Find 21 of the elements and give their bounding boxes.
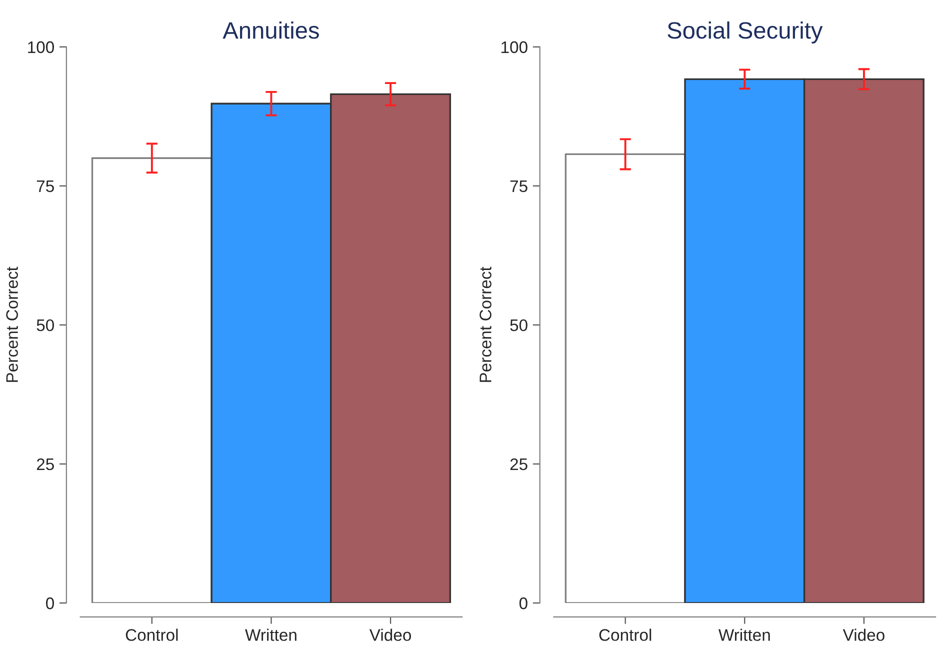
y-tick-label: 25: [36, 458, 54, 470]
y-axis-title: Percent Correct: [6, 266, 18, 382]
x-tick-label: Video: [369, 628, 412, 641]
bar: [91, 157, 212, 603]
y-tick-label: 100: [28, 41, 54, 54]
chart-title: Annuities: [222, 21, 319, 39]
y-tick-label: 100: [502, 41, 528, 54]
x-tick-label: Control: [599, 628, 652, 641]
x-tick-label: Control: [126, 628, 178, 641]
x-tick-label: Written: [718, 628, 770, 641]
x-tick-label: Written: [245, 628, 296, 641]
y-axis-title: Percent Correct: [480, 266, 492, 382]
x-tick-label: Video: [842, 628, 884, 641]
y-tick-label: 0: [46, 597, 54, 610]
y-tick-label: 0: [519, 597, 528, 610]
y-tick-label: 25: [510, 458, 528, 470]
y-tick-label: 50: [510, 319, 528, 332]
y-tick-label: 75: [510, 180, 528, 192]
chart-title: Social Security: [668, 21, 823, 44]
y-tick-label: 75: [36, 180, 54, 192]
y-tick-label: 50: [36, 319, 54, 332]
